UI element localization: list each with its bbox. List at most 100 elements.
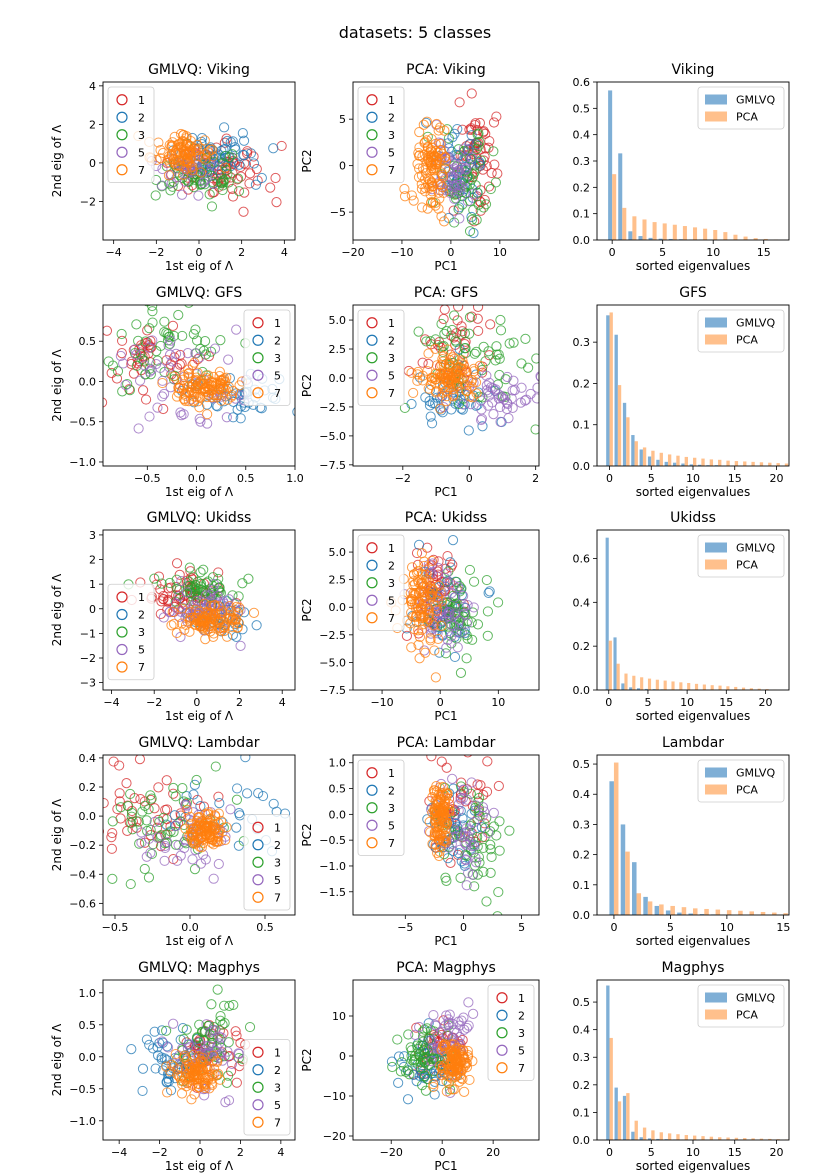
panel-gmlvq-lambdar-point-class-1: [107, 827, 118, 839]
panel-pca-gfs-point-class-5: [457, 399, 469, 410]
panel-pca-gfs-point-class-7: [451, 370, 462, 381]
panel-gmlvq-magphys-point-class-3: [223, 1070, 234, 1081]
panel-gmlvq-magphys-point-class-1: [231, 1030, 242, 1041]
panel-gmlvq-ukidss-legend: [107, 583, 155, 681]
panel-gmlvq-viking-point-class-5: [156, 180, 168, 191]
panel-pca-ukidss-plot-area: [386, 535, 504, 683]
panel-pca-gfs-point-class-5: [495, 416, 506, 428]
panel-pca-gfs-ytick-label: 0.0: [329, 372, 347, 385]
panel-pca-gfs-point-class-2: [454, 344, 465, 355]
panel-pca-magphys-point-class-7: [449, 1084, 460, 1095]
panel-ukidss-bar-pca: [655, 679, 659, 690]
panel-gmlvq-gfs-point-class-5: [129, 344, 141, 355]
panel-gmlvq-magphys-point-class-5: [157, 1036, 168, 1047]
panel-pca-ukidss-point-class-5: [441, 612, 452, 623]
panel-pca-gfs-point-class-7: [417, 370, 428, 381]
panel-pca-lambdar-point-class-1: [449, 805, 460, 816]
panel-gmlvq-lambdar-point-class-5: [173, 840, 184, 851]
panel-gmlvq-lambdar-point-class-3: [210, 761, 221, 772]
panel-pca-gfs-point-class-7: [442, 344, 453, 355]
panel-gmlvq-gfs-point-class-3: [139, 355, 150, 366]
panel-pca-viking-point-class-3: [475, 155, 487, 166]
panel-magphys-ytick-label: 0.0: [573, 1134, 591, 1147]
panel-pca-ukidss-point-class-2: [434, 647, 445, 658]
panel-gmlvq-viking-point-class-7: [175, 128, 187, 140]
panel-pca-ukidss-title: PCA: Ukidss: [405, 510, 487, 526]
panel-gmlvq-lambdar-point-class-2: [188, 789, 199, 800]
panel-pca-magphys-point-class-7: [464, 1074, 475, 1086]
panel-magphys-bar-pca: [609, 1037, 613, 1140]
panel-pca-gfs-point-class-2: [424, 400, 436, 411]
panel-viking-bar-gmlvq: [618, 153, 623, 240]
panel-gmlvq-lambdar-point-class-3: [107, 873, 118, 884]
panel-pca-gfs-point-class-7: [471, 388, 482, 399]
panel-pca-gfs-point-class-3: [441, 326, 452, 337]
panel-pca-ukidss-point-class-1: [447, 559, 458, 570]
panel-pca-ukidss-point-class-2: [445, 557, 456, 568]
panel-gmlvq-gfs-point-class-7: [194, 402, 205, 413]
panel-gmlvq-magphys-ytick-label: −0.5: [69, 1083, 96, 1096]
panel-pca-magphys-point-class-7: [459, 1086, 470, 1097]
panel-gmlvq-gfs-point-class-7: [189, 357, 200, 368]
panel-gmlvq-magphys: GMLVQ: Magphys −4 −2 0 2 4 −1.0 −0.5 0.0 0.5 1.0 1s…: [50, 960, 296, 1173]
panel-pca-gfs-legend-label: 3: [388, 352, 395, 365]
panel-gmlvq-lambdar-point-class-7: [221, 822, 232, 833]
panel-gmlvq-gfs-point-class-5: [209, 343, 221, 354]
panel-gmlvq-ukidss-point-class-3: [164, 577, 175, 589]
panel-pca-gfs-xtick-label: 2: [532, 472, 539, 485]
panel-viking-ytick-label: 0.4: [573, 129, 591, 142]
panel-pca-viking-point-class-3: [466, 174, 477, 185]
panel-viking-bar-gmlvq: [608, 90, 613, 240]
panel-gmlvq-magphys-legend-label: 5: [274, 1099, 281, 1112]
panel-gmlvq-viking-point-class-5: [201, 173, 212, 184]
panel-viking-bar-pca: [753, 238, 758, 240]
panel-magphys-ytick-label: 0.3: [573, 1051, 591, 1064]
panel-gmlvq-magphys-point-class-7: [176, 1088, 188, 1099]
panel-pca-viking-point-class-3: [458, 146, 469, 157]
panel-ukidss-bar-pca: [718, 685, 722, 690]
panel-gmlvq-magphys-point-class-3: [233, 1052, 244, 1064]
panel-pca-gfs-point-class-5: [493, 389, 504, 400]
panel-magphys-bar-pca: [718, 1137, 722, 1140]
panel-pca-magphys-point-class-5: [456, 1015, 467, 1026]
panel-gmlvq-gfs-ytick-label: −0.5: [69, 416, 96, 429]
panel-gmlvq-viking-point-class-3: [217, 184, 228, 196]
panel-gmlvq-viking-point-class-3: [215, 177, 226, 188]
panel-pca-ukidss-point-class-3: [451, 601, 462, 612]
panel-pca-gfs-point-class-5: [535, 372, 539, 382]
panel-gmlvq-lambdar-point-class-3: [189, 864, 201, 875]
panel-gmlvq-ukidss-point-class-3: [195, 567, 206, 578]
panel-gmlvq-magphys-plot-area: [126, 984, 256, 1108]
panel-pca-lambdar-point-class-3: [481, 896, 492, 907]
panel-ukidss-bar-pca: [679, 682, 683, 690]
panel-gmlvq-magphys-title: GMLVQ: Magphys: [138, 960, 260, 976]
panel-gmlvq-gfs-point-class-5: [115, 350, 126, 362]
panel-pca-gfs-point-class-5: [521, 394, 532, 405]
panel-pca-viking-point-class-7: [406, 190, 417, 201]
panel-pca-gfs-point-class-5: [476, 404, 487, 415]
panel-gmlvq-gfs-point-class-1: [111, 373, 123, 384]
panel-magphys-bar-gmlvq: [606, 985, 610, 1140]
panel-gmlvq-magphys-legend-marker: [252, 1099, 264, 1111]
panel-pca-ukidss-legend-label: 5: [388, 594, 395, 607]
panel-gmlvq-viking-ylabel: 2nd eig of Λ: [50, 124, 64, 197]
panel-pca-lambdar-frame: [352, 754, 540, 916]
panel-magphys-bar-pca: [693, 1135, 697, 1140]
panel-gmlvq-viking-xlabel: 1st eig of Λ: [165, 259, 234, 273]
panel-ukidss-bar-gmlvq: [613, 637, 617, 690]
panel-pca-gfs-point-class-5: [590, 392, 599, 401]
panel-lambdar-xtick-label: 10: [720, 921, 734, 934]
panel-gmlvq-ukidss-ylabel: 2nd eig of Λ: [50, 573, 64, 646]
panel-gmlvq-lambdar-point-class-3: [91, 823, 100, 832]
panel-pca-lambdar-point-class-3: [494, 845, 505, 856]
panel-gmlvq-lambdar-point-class-5: [181, 800, 192, 811]
panel-pca-gfs-point-class-2: [406, 398, 417, 410]
panel-viking-bar-pca: [672, 224, 677, 240]
panel-gmlvq-viking-xtick-label: 2: [238, 246, 245, 259]
panel-gmlvq-gfs-point-class-5: [152, 402, 163, 413]
panel-pca-lambdar-xtick-label: 5: [518, 921, 525, 934]
panel-gmlvq-magphys-legend-marker: [252, 1116, 264, 1128]
panel-pca-ukidss-point-class-3: [466, 617, 477, 628]
panel-gmlvq-gfs-point-class-3: [112, 366, 124, 377]
panel-gfs-bar-pca: [617, 385, 622, 466]
